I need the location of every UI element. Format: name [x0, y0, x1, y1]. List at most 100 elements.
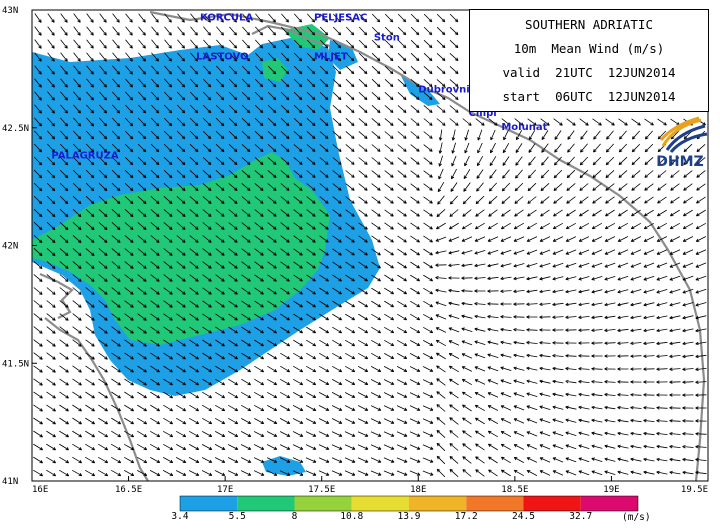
wind-arrow: [111, 313, 121, 321]
wind-arrow: [228, 248, 238, 256]
wind-arrow: [682, 380, 694, 384]
wind-arrow: [436, 455, 446, 465]
wind-arrow: [357, 470, 369, 476]
wind-arrow: [422, 457, 434, 463]
wind-arrow: [254, 326, 264, 334]
wind-arrow: [214, 457, 226, 463]
wind-arrow: [604, 405, 616, 410]
wind-arrow: [618, 118, 628, 126]
wind-arrow: [228, 91, 238, 101]
wind-arrow: [552, 379, 564, 384]
wind-arrow: [86, 104, 95, 114]
wind-arrow: [604, 354, 616, 358]
wind-arrow: [397, 157, 407, 165]
wind-arrow: [500, 353, 512, 358]
wind-arrow: [461, 366, 473, 372]
wind-arrow: [46, 261, 56, 269]
wind-arrow: [280, 339, 291, 347]
wind-arrow: [451, 155, 457, 167]
wind-arrow: [241, 196, 251, 204]
wind-arrow: [384, 157, 394, 165]
wind-arrow: [670, 170, 680, 178]
wind-arrow: [85, 326, 95, 334]
wind-arrow: [436, 209, 446, 218]
wind-arrow: [423, 313, 434, 321]
wind-arrow: [150, 209, 160, 217]
wind-arrow: [332, 39, 342, 49]
wind-arrow: [409, 392, 421, 398]
wind-arrow: [85, 300, 95, 308]
wind-arrow: [228, 235, 238, 243]
wind-arrow: [423, 79, 433, 88]
wind-arrow: [202, 339, 212, 347]
wind-arrow: [669, 444, 681, 449]
wind-arrow: [293, 196, 303, 204]
wind-arrow: [617, 418, 629, 423]
wind-arrow: [410, 340, 421, 346]
wind-arrow: [605, 156, 615, 166]
wind-arrow: [216, 26, 224, 36]
wind-arrow: [280, 170, 290, 178]
wind-arrow: [591, 431, 603, 436]
wind-arrow: [474, 392, 486, 398]
wind-arrow: [73, 52, 81, 62]
wind-arrow: [176, 143, 186, 153]
x-tick-label: 19E: [603, 485, 619, 495]
wind-arrow: [60, 91, 68, 101]
wind-arrow: [254, 130, 264, 140]
wind-arrow: [46, 404, 56, 412]
wind-arrow: [201, 470, 213, 476]
wind-arrow: [292, 418, 304, 424]
wind-arrow: [176, 365, 186, 373]
wind-arrow: [280, 391, 291, 399]
wind-arrow: [267, 274, 277, 282]
wind-arrow: [656, 328, 668, 333]
wind-arrow: [228, 404, 239, 412]
wind-arrow: [46, 378, 56, 386]
wind-arrow: [423, 131, 433, 139]
wind-arrow: [124, 209, 134, 218]
wind-arrow: [410, 52, 420, 62]
wind-arrow: [630, 236, 642, 242]
wind-arrow: [513, 302, 525, 306]
wind-arrow: [228, 104, 238, 114]
wind-arrow: [215, 78, 225, 88]
wind-arrow: [189, 209, 199, 217]
wind-arrow: [163, 365, 173, 373]
wind-arrow: [46, 456, 57, 464]
wind-arrow: [437, 195, 445, 205]
wind-arrow: [164, 13, 172, 23]
wind-arrow: [305, 405, 317, 411]
wind-arrow: [84, 456, 96, 464]
wind-arrow: [630, 354, 642, 358]
wind-arrow: [578, 354, 590, 358]
wind-arrow: [124, 261, 134, 269]
wind-arrow: [630, 289, 642, 294]
wind-arrow: [397, 170, 407, 178]
wind-arrow: [149, 470, 161, 476]
wind-arrow: [306, 339, 317, 347]
wind-arrow: [254, 365, 265, 373]
wind-arrow: [98, 287, 108, 295]
wind-arrow: [539, 236, 551, 242]
wind-arrow: [527, 182, 537, 192]
wind-arrow: [72, 287, 82, 295]
wind-arrow: [318, 405, 330, 411]
wind-arrow: [410, 157, 420, 165]
wind-arrow: [163, 156, 173, 166]
wind-arrow: [606, 130, 614, 140]
wind-arrow: [618, 156, 628, 166]
wind-arrow: [463, 169, 471, 180]
wind-arrow: [33, 313, 43, 321]
wind-arrow: [98, 391, 108, 399]
wind-arrow: [682, 367, 694, 371]
wind-arrow: [280, 91, 290, 101]
wind-arrow: [111, 456, 122, 464]
wind-arrow: [604, 222, 615, 230]
wind-arrow: [423, 222, 433, 230]
wind-arrow: [85, 313, 95, 321]
wind-arrow: [85, 261, 95, 269]
wind-zone-5-5-mljet: [262, 58, 288, 82]
wind-arrow: [267, 104, 277, 114]
wind-arrow: [422, 392, 434, 398]
